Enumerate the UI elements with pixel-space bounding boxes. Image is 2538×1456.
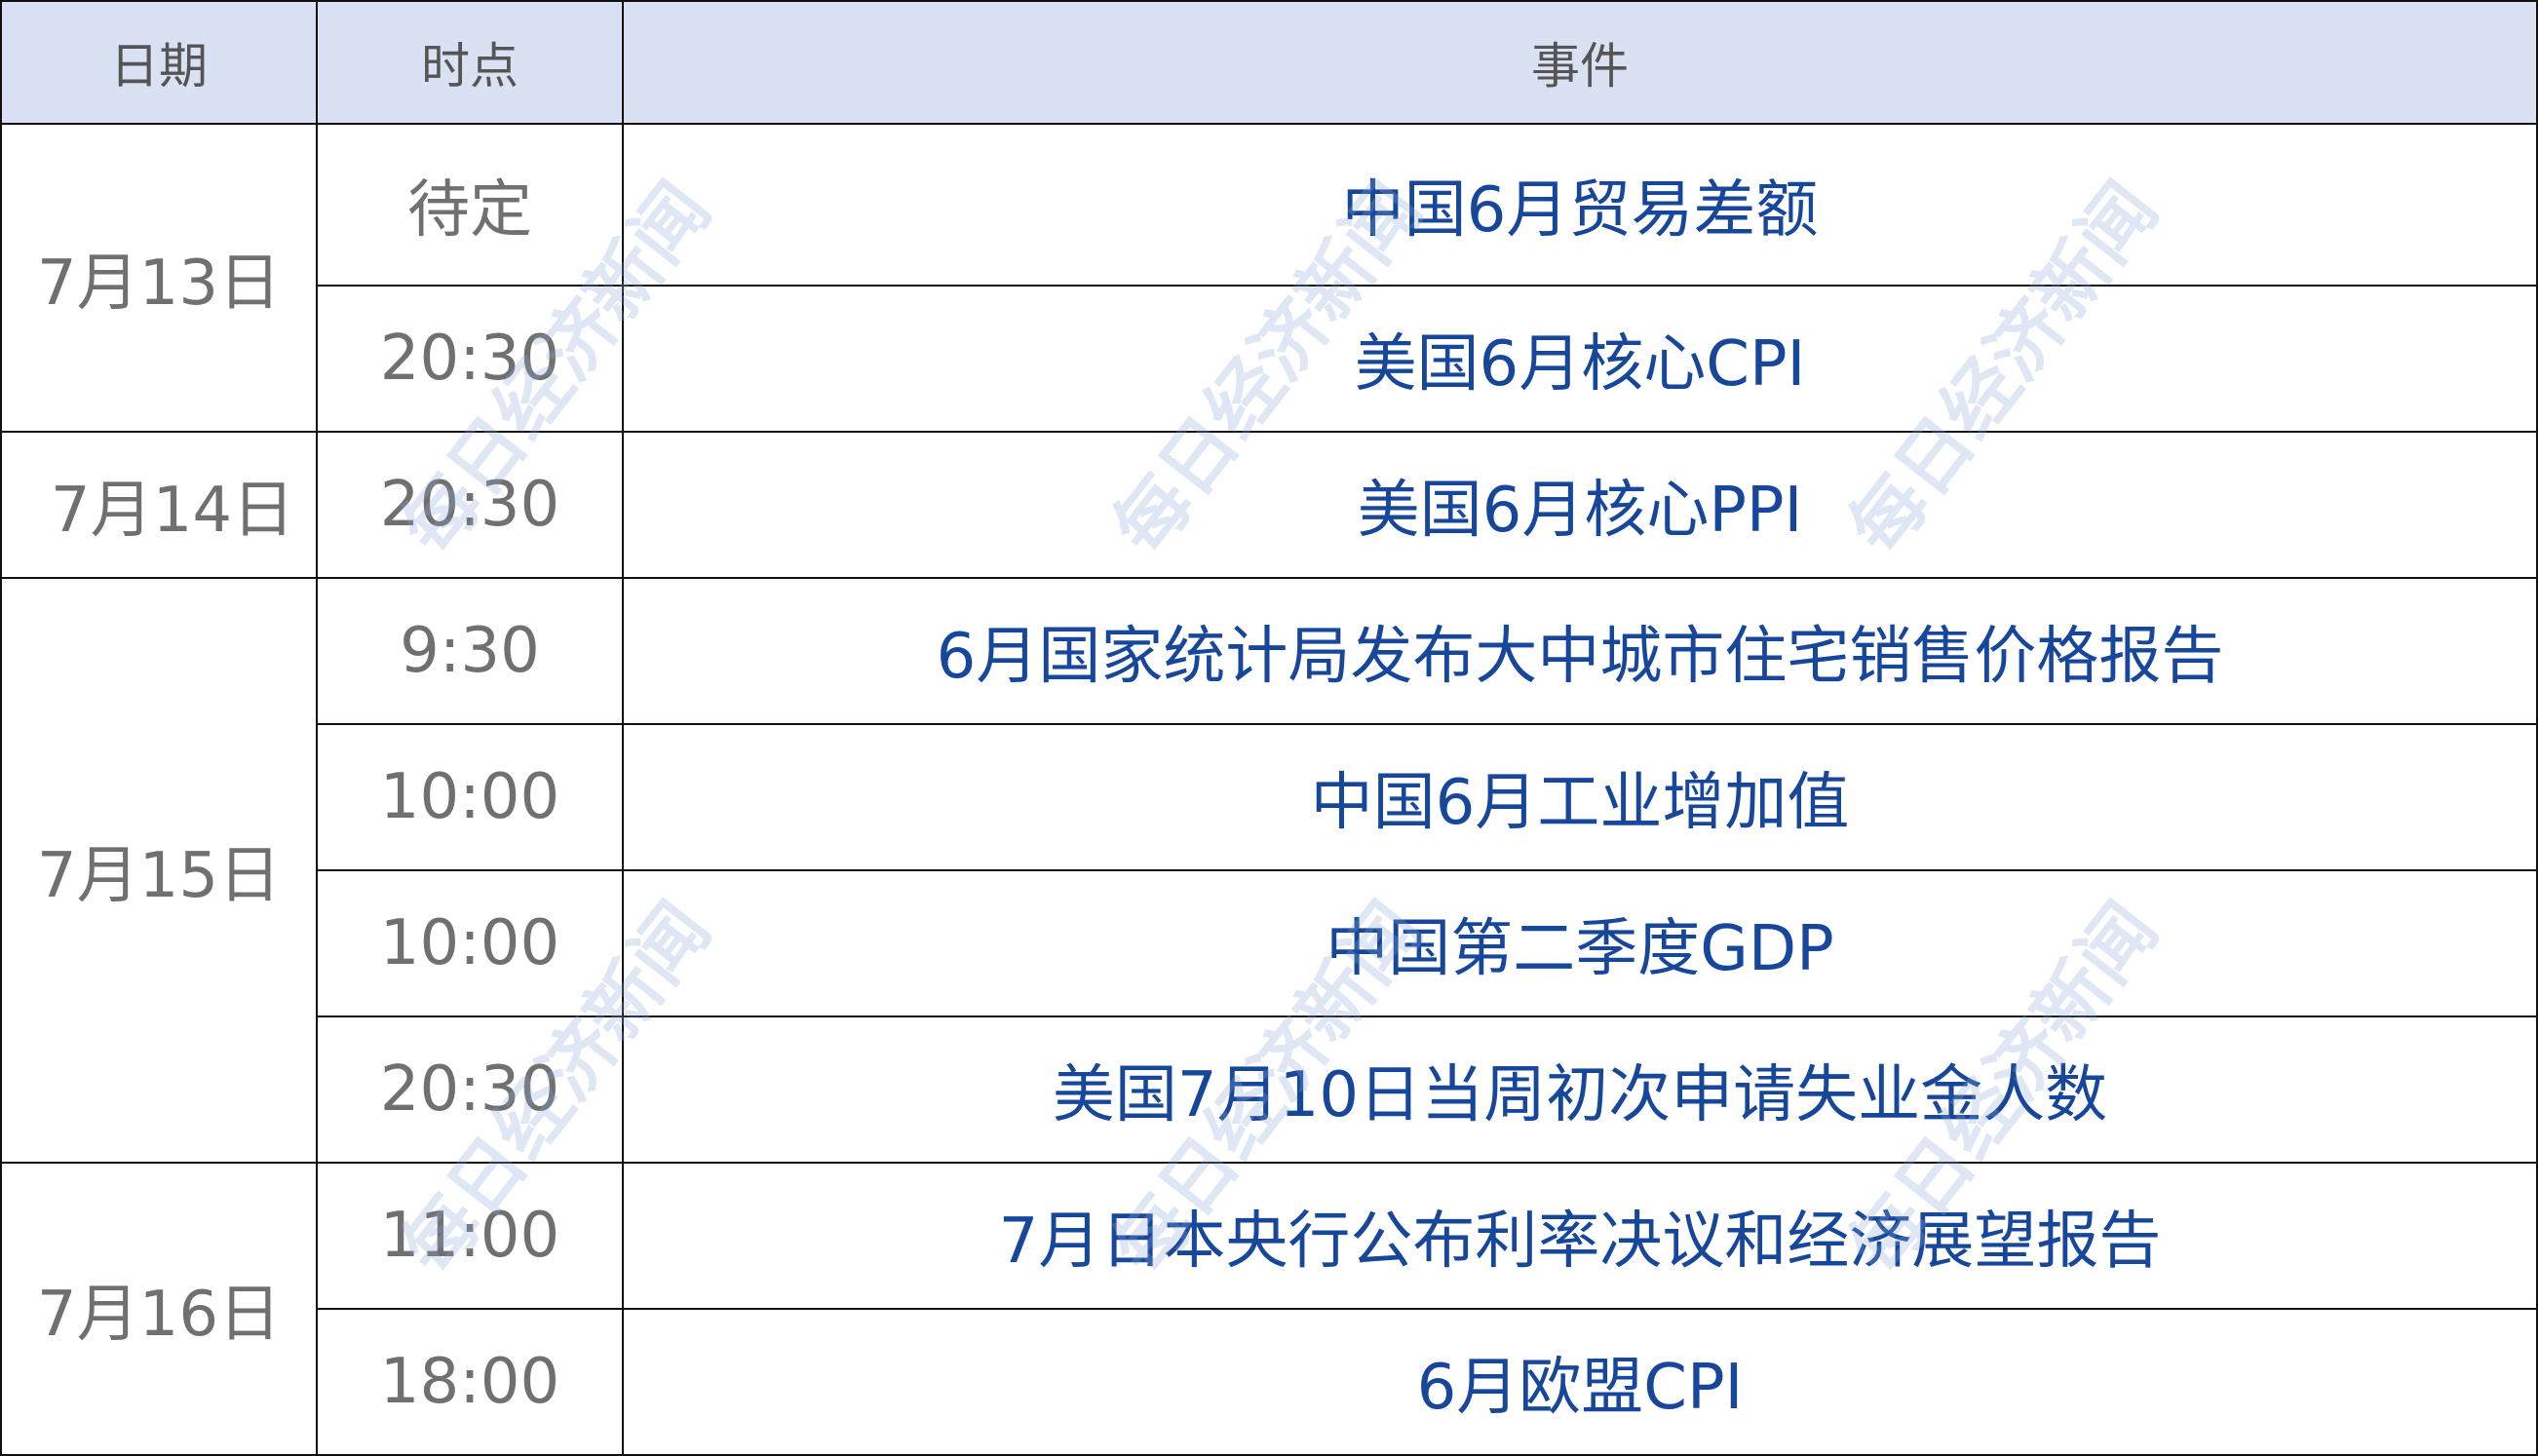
header-time: 时点 bbox=[316, 0, 624, 125]
time-cell: 待定 bbox=[316, 123, 624, 287]
event-cell: 美国6月核心CPI bbox=[622, 285, 2538, 433]
table-row: 18:00 6月欧盟CPI bbox=[1, 1308, 2538, 1456]
event-cell: 美国6月核心PPI bbox=[622, 431, 2538, 579]
table-row: 10:00 中国6月工业增加值 bbox=[1, 723, 2538, 871]
date-cell: 7月16日 bbox=[0, 1162, 318, 1456]
time-cell: 20:30 bbox=[316, 1015, 624, 1164]
event-cell: 美国7月10日当周初次申请失业金人数 bbox=[622, 1015, 2538, 1164]
time-cell: 10:00 bbox=[316, 869, 624, 1017]
time-cell: 10:00 bbox=[316, 723, 624, 871]
event-cell: 中国第二季度GDP bbox=[622, 869, 2538, 1017]
table-row: 10:00 中国第二季度GDP bbox=[1, 869, 2538, 1017]
time-cell: 20:30 bbox=[316, 285, 624, 433]
time-cell: 9:30 bbox=[316, 577, 624, 725]
event-cell: 6月欧盟CPI bbox=[622, 1308, 2538, 1456]
header-date: 日期 bbox=[0, 0, 318, 125]
event-cell: 7月日本央行公布利率决议和经济展望报告 bbox=[622, 1162, 2538, 1310]
table-row: 7月15日 9:30 6月国家统计局发布大中城市住宅销售价格报告 bbox=[0, 577, 2538, 1164]
date-cell: 7月15日 bbox=[0, 577, 318, 1164]
date-cell: 7月14日 bbox=[0, 431, 318, 579]
date-cell: 7月13日 bbox=[0, 123, 318, 433]
table-row: 20:30 美国6月核心CPI bbox=[1, 285, 2538, 433]
event-cell: 中国6月贸易差额 bbox=[622, 123, 2538, 287]
table-row: 7月13日 待定 中国6月贸易差额 bbox=[0, 123, 2538, 433]
header-row: 日期 时点 事件 bbox=[0, 0, 2538, 125]
table-row: 7月14日 20:30 美国6月核心PPI bbox=[0, 431, 2538, 579]
event-cell: 中国6月工业增加值 bbox=[622, 723, 2538, 871]
time-cell: 20:30 bbox=[316, 431, 624, 579]
table-row: 7月16日 11:00 7月日本央行公布利率决议和经济展望报告 bbox=[0, 1162, 2538, 1456]
event-cell: 6月国家统计局发布大中城市住宅销售价格报告 bbox=[622, 577, 2538, 725]
table-row: 20:30 美国7月10日当周初次申请失业金人数 bbox=[1, 1015, 2538, 1164]
header-event: 事件 bbox=[622, 0, 2538, 125]
time-cell: 18:00 bbox=[316, 1308, 624, 1456]
time-cell: 11:00 bbox=[316, 1162, 624, 1310]
